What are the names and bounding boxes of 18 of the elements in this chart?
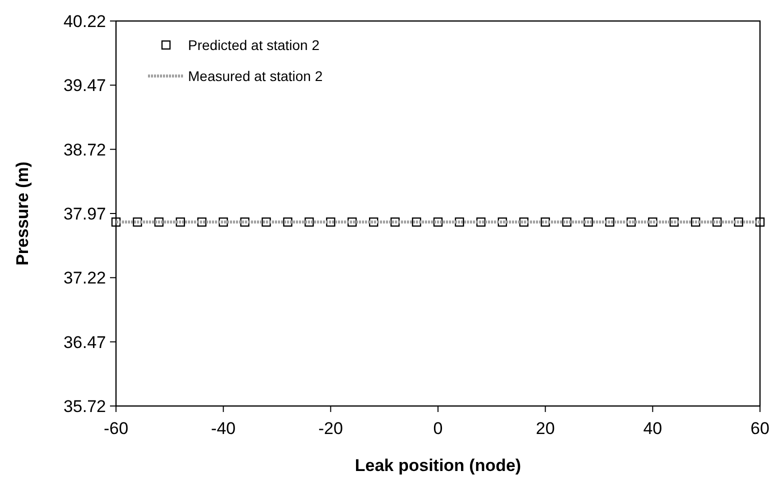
y-tick-label: 39.47: [63, 76, 106, 96]
y-tick-label: 37.22: [63, 268, 106, 288]
x-tick-label: 60: [750, 419, 770, 438]
x-tick-label: -40: [211, 419, 236, 438]
x-tick-label: 20: [536, 419, 555, 438]
legend-label: Measured at station 2: [188, 68, 323, 84]
x-tick-label: -60: [104, 419, 128, 438]
x-axis-title: Leak position (node): [354, 456, 522, 475]
x-tick-label: -20: [318, 419, 343, 438]
y-tick-label: 36.47: [63, 332, 106, 352]
y-tick-label: 37.97: [63, 204, 106, 224]
y-tick-label: 38.72: [63, 140, 106, 160]
y-tick-label: 35.72: [63, 396, 106, 416]
x-tick-label: 40: [643, 419, 662, 438]
y-axis-title: Pressure (m): [13, 162, 32, 266]
legend-label: Predicted at station 2: [188, 36, 320, 53]
x-tick-label: 0: [433, 419, 443, 438]
y-tick-label: 40.22: [63, 12, 106, 31]
